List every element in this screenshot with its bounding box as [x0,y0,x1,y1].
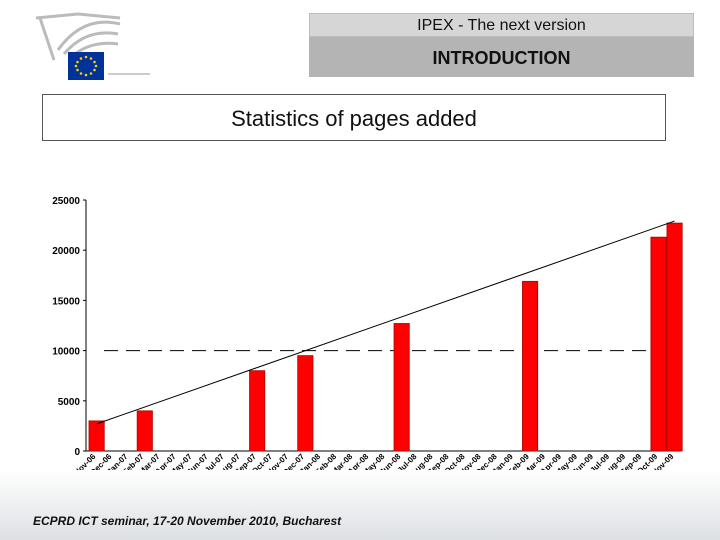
footer-text: ECPRD ICT seminar, 17-20 November 2010, … [33,514,342,528]
bar [393,323,410,452]
header-top-label: IPEX - The next version [309,13,694,37]
bar [88,420,105,452]
y-tick-label: 20000 [52,246,80,257]
pages-added-bar-chart: 0500010000150002000025000Nov-06Dec-06Jan… [52,196,683,470]
y-tick-label: 10000 [52,347,80,358]
bar [650,236,667,452]
y-tick-label: 0 [74,447,80,458]
footer-band [0,470,720,540]
bar [666,222,683,452]
european-parliament-logo-icon [35,12,150,80]
y-tick-label: 25000 [52,196,80,207]
bar [297,355,314,452]
y-tick-label: 15000 [52,296,80,307]
trend-line [96,220,675,425]
slide-title: Statistics of pages added [42,94,666,141]
section-label: INTRODUCTION [309,37,694,77]
bar [522,280,539,452]
bar [136,410,153,452]
y-tick-label: 5000 [58,397,81,408]
bar [249,370,266,452]
